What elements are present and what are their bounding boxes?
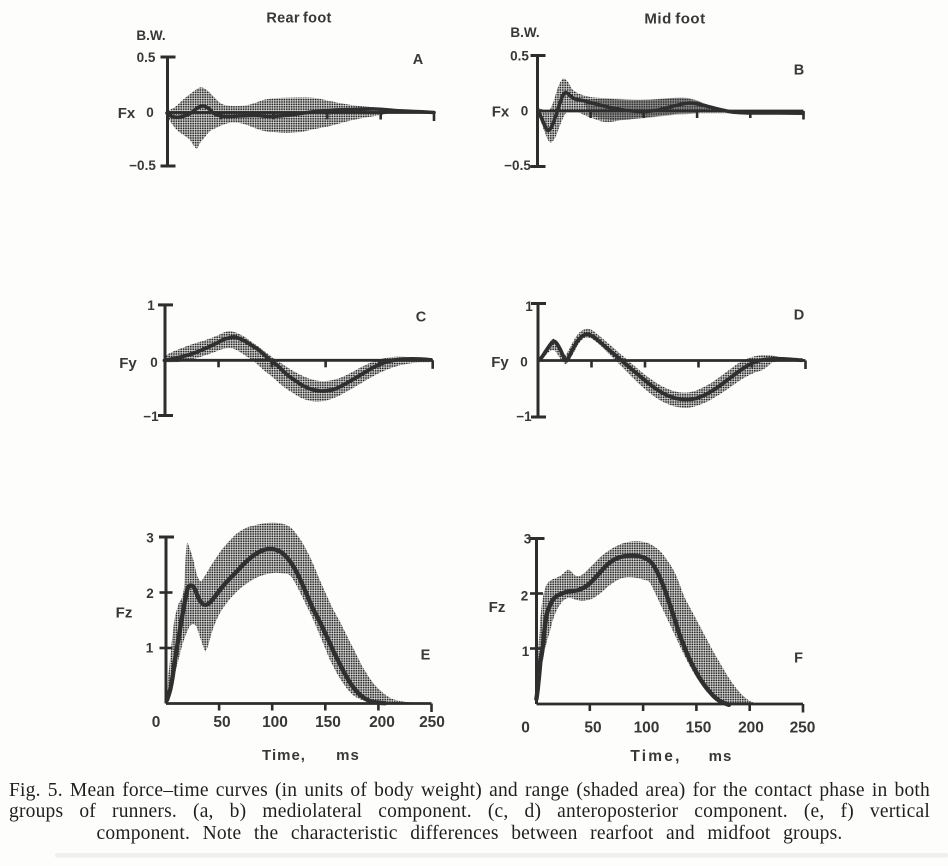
svg-text:ms: ms	[336, 747, 360, 764]
svg-text:200: 200	[738, 720, 764, 737]
svg-text:ms: ms	[709, 748, 733, 765]
svg-text:Mid foot: Mid foot	[644, 11, 705, 28]
svg-text:1: 1	[146, 641, 154, 656]
svg-text:0: 0	[146, 105, 154, 120]
svg-text:50: 50	[213, 714, 230, 731]
svg-text:0: 0	[520, 355, 528, 370]
svg-text:2: 2	[521, 589, 529, 604]
svg-text:250: 250	[790, 720, 816, 737]
svg-text:−1: −1	[143, 409, 159, 424]
svg-text:150: 150	[315, 714, 341, 731]
svg-text:2: 2	[146, 586, 154, 601]
svg-text:0.5: 0.5	[510, 49, 529, 64]
svg-text:Rear foot: Rear foot	[266, 11, 331, 27]
svg-text:200: 200	[369, 714, 395, 731]
svg-text:Fz: Fz	[116, 605, 133, 622]
svg-text:Time,: Time,	[630, 748, 681, 765]
svg-text:Fy: Fy	[119, 355, 137, 372]
svg-text:250: 250	[419, 714, 445, 731]
svg-text:C: C	[416, 310, 427, 326]
svg-text:A: A	[413, 52, 424, 68]
svg-text:D: D	[794, 308, 804, 324]
svg-text:−0.5: −0.5	[504, 158, 531, 173]
svg-text:1: 1	[522, 644, 530, 659]
svg-text:B.W.: B.W.	[136, 28, 165, 43]
svg-text:B: B	[794, 63, 804, 79]
svg-text:3: 3	[524, 532, 532, 547]
svg-text:Fz: Fz	[489, 599, 506, 616]
svg-text:50: 50	[584, 720, 601, 737]
svg-text:Time,: Time,	[262, 747, 306, 764]
svg-text:Fy: Fy	[491, 354, 509, 371]
svg-text:0: 0	[521, 104, 529, 119]
svg-text:−0.5: −0.5	[129, 158, 156, 173]
svg-text:0: 0	[521, 720, 530, 737]
svg-text:Fx: Fx	[118, 105, 136, 122]
svg-text:3: 3	[146, 531, 154, 546]
svg-text:100: 100	[262, 714, 288, 731]
svg-text:0: 0	[150, 355, 158, 370]
svg-text:150: 150	[686, 720, 712, 737]
svg-text:0.5: 0.5	[137, 50, 156, 65]
svg-text:−1: −1	[516, 409, 532, 424]
svg-text:Fx: Fx	[492, 104, 510, 121]
svg-text:F: F	[794, 651, 803, 667]
svg-text:B.W.: B.W.	[510, 25, 539, 40]
svg-text:1: 1	[525, 299, 533, 314]
svg-text:0: 0	[152, 714, 161, 731]
svg-text:1: 1	[147, 298, 155, 313]
svg-text:E: E	[421, 648, 431, 664]
svg-text:100: 100	[634, 720, 660, 737]
